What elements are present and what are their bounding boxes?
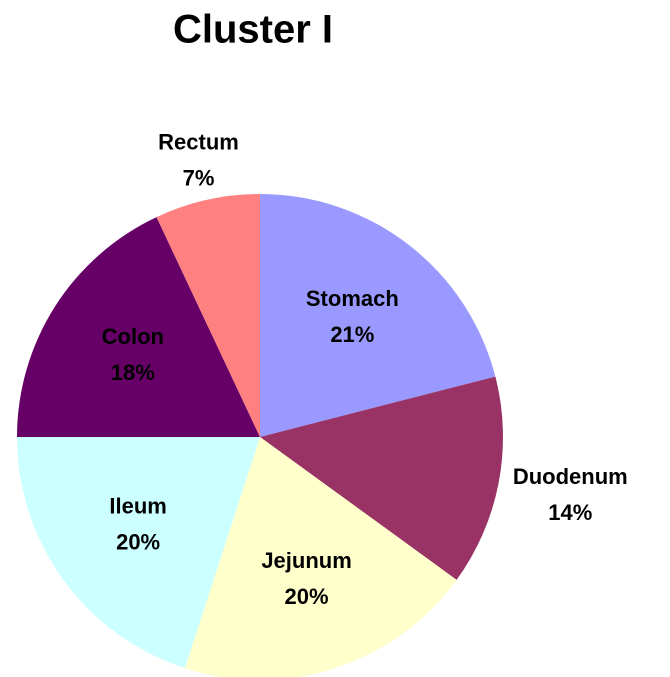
slice-value-label: 14% xyxy=(548,500,592,525)
pie-slice xyxy=(260,194,496,437)
slice-value-label: 20% xyxy=(116,529,160,554)
slice-label: Stomach xyxy=(306,286,399,311)
pie-slice xyxy=(17,437,260,669)
slice-label: Rectum xyxy=(158,130,239,155)
pie-slice xyxy=(156,194,260,437)
slice-value-label: 18% xyxy=(111,360,155,385)
slice-value-label: 20% xyxy=(285,584,329,609)
slice-label: Jejunum xyxy=(261,548,351,573)
pie-slice xyxy=(260,376,503,580)
slice-label: Duodenum xyxy=(513,464,628,489)
slice-value-label: 21% xyxy=(330,322,374,347)
slice-label: Colon xyxy=(102,324,164,349)
pie-slice xyxy=(17,217,260,437)
slice-label: Ileum xyxy=(109,493,166,518)
slice-value-label: 7% xyxy=(183,166,215,191)
chart-title: Cluster I xyxy=(173,8,333,52)
pie-slice xyxy=(184,437,457,677)
